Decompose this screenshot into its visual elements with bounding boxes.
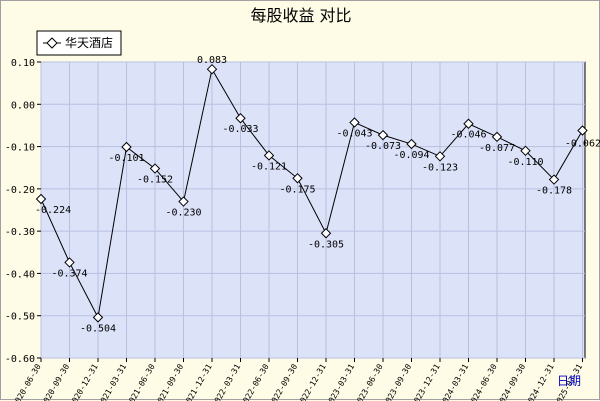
data-point-marker	[92, 312, 104, 323]
x-tick-label: 2023-06-30	[353, 362, 385, 401]
legend-label-huatian: 华天酒店	[65, 36, 113, 50]
x-tick-label: 2023-03-31	[324, 362, 356, 401]
data-label: 0.083	[197, 55, 227, 66]
plot-area	[40, 61, 586, 359]
y-tick-label: 0.00	[11, 100, 35, 111]
data-label: -0.046	[450, 130, 486, 141]
data-point-marker	[320, 228, 332, 239]
data-point-marker	[349, 117, 360, 128]
data-point-marker	[406, 138, 417, 150]
data-label: -0.073	[365, 141, 401, 152]
x-tick-label: 2020-12-31	[68, 362, 100, 401]
data-point-marker	[178, 196, 189, 207]
data-point-marker	[548, 174, 560, 185]
data-label: -0.110	[507, 157, 543, 168]
data-label: -0.043	[336, 128, 372, 139]
y-tick-label: -0.60	[5, 354, 35, 365]
chart-title: 每股收益 对比	[250, 6, 351, 25]
data-point-marker	[292, 173, 303, 184]
x-tick-label: 2024-09-30	[495, 362, 527, 401]
y-tick-label: -0.10	[5, 143, 35, 154]
data-point-marker	[35, 193, 47, 205]
x-tick-label: 2020-06-30	[11, 362, 43, 401]
data-point-marker	[434, 151, 446, 162]
data-label: -0.175	[279, 184, 315, 195]
data-label: -0.121	[251, 161, 287, 172]
data-label: -0.077	[479, 143, 515, 154]
y-tick-label: 0.10	[11, 58, 35, 69]
x-tick-label: 2023-12-31	[410, 362, 442, 401]
x-tick-label: 2024-03-31	[438, 362, 470, 401]
data-label: -0.123	[422, 162, 458, 173]
x-tick-label: 2022-03-31	[210, 362, 242, 401]
y-tick-label: -0.30	[5, 227, 35, 238]
x-tick-label: 2021-09-30	[153, 362, 185, 401]
data-markers	[35, 63, 588, 323]
data-labels: -0.224 -0.374 -0.504 -0.101 -0.152 -0.230 0.08…	[35, 55, 600, 334]
data-point-marker	[149, 163, 161, 174]
data-point-marker	[64, 257, 75, 268]
legend: 华天酒店	[36, 30, 122, 56]
data-point-marker	[463, 118, 474, 129]
grid-lines	[40, 61, 585, 359]
x-tick-label: 2023-09-30	[381, 362, 413, 401]
y-tick-label: -0.50	[5, 312, 35, 323]
x-tick-label: 2024-06-30	[467, 362, 499, 401]
x-axis: 2020-06-302020-09-302020-12-312021-03-31…	[11, 358, 584, 401]
y-tick-label: -0.40	[5, 269, 35, 280]
data-point-marker	[577, 125, 588, 136]
y-axis: 0.10 0.00 -0.10 -0.20 -0.30 -0.40 -0.50 -0.60	[5, 58, 41, 365]
data-point-marker	[491, 131, 503, 143]
data-point-marker	[235, 113, 246, 124]
x-tick-label: 2021-06-30	[125, 362, 157, 401]
x-tick-label: 2022-09-30	[267, 362, 299, 401]
data-point-marker	[377, 129, 389, 141]
data-label: -0.230	[165, 208, 201, 219]
data-label: -0.374	[51, 268, 87, 279]
data-label: -0.101	[108, 153, 144, 164]
legend-marker-icon	[46, 37, 58, 49]
x-tick-label: 2021-03-31	[96, 362, 128, 401]
y-tick-label: -0.20	[5, 185, 35, 196]
data-point-marker	[206, 63, 218, 75]
series-line-huatian	[40, 67, 583, 319]
data-label: -0.178	[536, 186, 572, 197]
x-tick-label: 2022-06-30	[239, 362, 271, 401]
x-tick-label: 2022-12-31	[296, 362, 328, 401]
x-tick-label: 2024-12-31	[524, 362, 556, 401]
data-point-marker	[263, 150, 275, 161]
data-label: -0.224	[35, 205, 71, 216]
data-label: -0.062	[565, 139, 600, 150]
data-point-marker	[121, 141, 132, 153]
data-label: -0.094	[393, 150, 429, 161]
data-label: -0.305	[308, 239, 344, 250]
data-label: -0.033	[222, 124, 258, 135]
data-label: -0.504	[80, 323, 116, 334]
x-tick-label: 2020-09-30	[39, 362, 71, 401]
data-label: -0.152	[137, 175, 173, 186]
x-tick-label: 2021-12-31	[182, 362, 214, 401]
x-unit-label: 日期	[557, 374, 581, 388]
data-point-marker	[520, 145, 531, 157]
